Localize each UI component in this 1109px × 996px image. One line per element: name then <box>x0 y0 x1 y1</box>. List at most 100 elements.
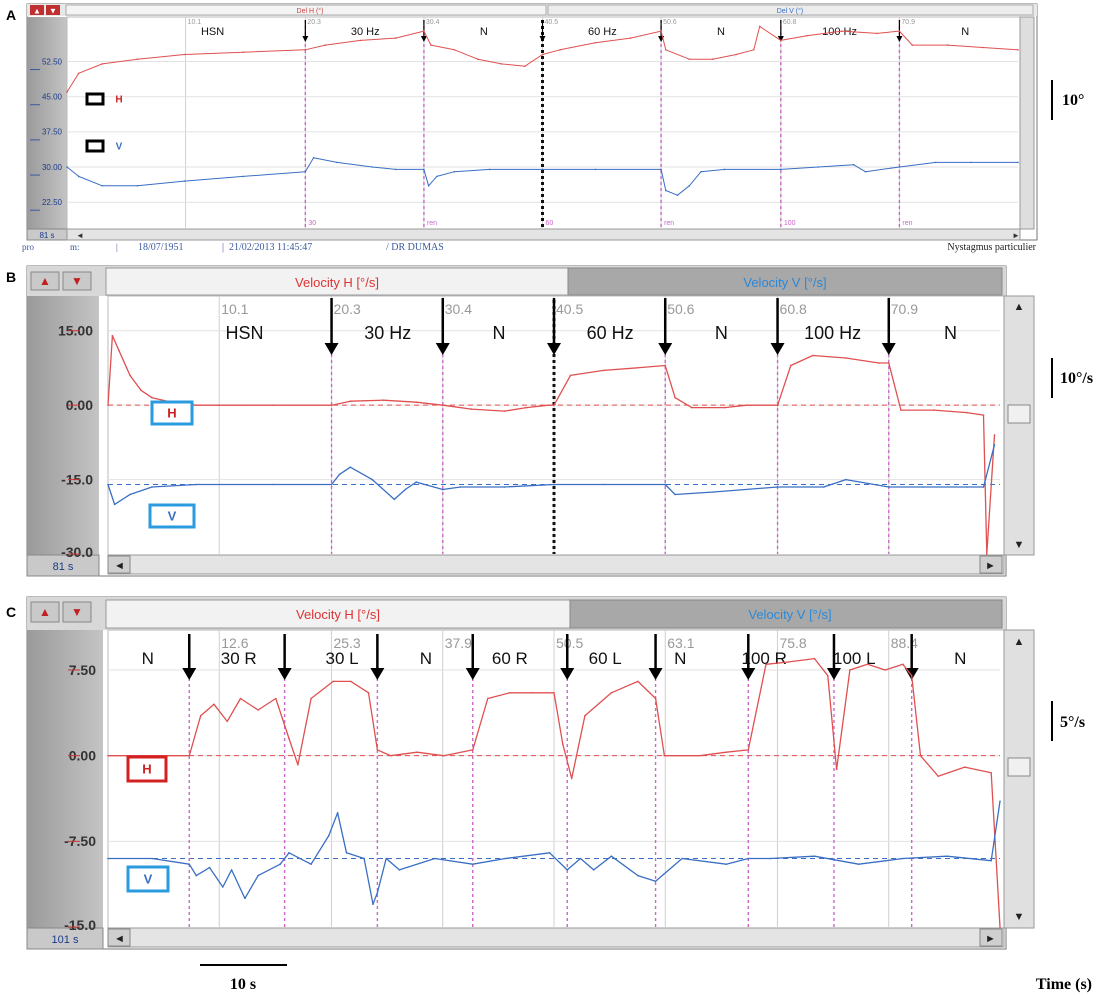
panel-b-plot: 15.000.00-15.0-30.010.1 20.3 30.4 40.5 50.6 6… <box>58 296 1000 560</box>
series-v-point <box>371 478 374 481</box>
scroll-right-icon: ► <box>985 933 996 945</box>
series-h-point <box>129 374 131 377</box>
series-v-point <box>195 874 198 877</box>
segment-label: 100 Hz <box>822 26 857 38</box>
panel-b: B ▲ ▼ Velocity H [°/s] Velocity V [°/s] … <box>6 265 1093 577</box>
series-h-point <box>982 414 985 416</box>
series-h-point <box>725 751 727 753</box>
panel-a-vertical-scrollbar[interactable] <box>1019 16 1035 230</box>
series-h-point <box>350 680 352 683</box>
series-h-point <box>257 709 259 711</box>
panel-c-tab-h[interactable] <box>105 599 571 629</box>
y-tick-label: 37.50 <box>42 128 63 137</box>
x-tick-label: 20.3 <box>307 19 321 26</box>
panel-c-scroll-left-button[interactable] <box>107 928 131 947</box>
series-h-point <box>569 374 572 377</box>
y-tick-label: 7.50 <box>69 662 96 678</box>
footer-exam-date: 21/02/2013 11:45:47 <box>229 242 312 253</box>
series-v-point <box>503 486 506 488</box>
series-v-point <box>398 869 401 871</box>
series-h-point <box>416 751 418 753</box>
panel-a-horizontal-scrollbar[interactable] <box>66 228 1021 241</box>
series-h-point <box>140 389 142 392</box>
panel-b-scroll-right-button[interactable] <box>979 555 1003 574</box>
y-tick-label: -15.0 <box>64 917 96 933</box>
series-v-point <box>747 857 750 860</box>
up-arrow-icon: ▲ <box>33 7 41 16</box>
series-v-point <box>845 478 847 481</box>
series-h-point <box>525 406 528 409</box>
down-arrow-icon <box>370 668 385 680</box>
stimulus-marker-label: 60 <box>546 220 554 227</box>
series-v-point <box>230 869 233 871</box>
panel-c-scroll-up-button[interactable] <box>30 601 60 623</box>
down-arrow-icon <box>277 668 292 680</box>
panel-a-scroll-up-button[interactable] <box>30 5 44 15</box>
panel-a-tab-v[interactable] <box>547 4 1034 16</box>
panel-b-scroll-up-button[interactable] <box>30 271 60 291</box>
scroll-down-icon: ▼ <box>1014 911 1025 923</box>
series-v-point <box>993 444 996 446</box>
panel-c-corner-label: 101 s <box>52 934 79 946</box>
series-v-point <box>288 852 290 854</box>
panel-c: C ▲ ▼ Velocity H [°/s] Velocity V [°/s] … <box>6 596 1085 950</box>
series-h-point <box>664 364 666 367</box>
panel-b-horizontal-scrollbar[interactable] <box>107 554 1005 575</box>
series-v-point <box>946 855 948 857</box>
panel-a-tab-h[interactable] <box>65 4 547 16</box>
series-h-point <box>509 692 511 694</box>
panel-b-scroll-left-button[interactable] <box>107 555 131 574</box>
legend-label-h: H <box>142 762 151 777</box>
series-v-point <box>77 175 80 178</box>
x-tick-label: 70.9 <box>901 19 915 26</box>
series-v-point <box>813 855 816 857</box>
panel-c-vertical-scrollbar[interactable] <box>1003 629 1035 929</box>
series-h-point <box>911 44 914 46</box>
series-h-point <box>723 406 726 409</box>
series-v-point <box>602 483 605 486</box>
series-h-point <box>876 32 878 35</box>
panel-c-horizontal-scrollbar[interactable] <box>107 927 1005 948</box>
panel-a-y-gutter <box>27 17 67 229</box>
series-h-point <box>226 720 228 723</box>
panel-c-scroll-right-button[interactable] <box>979 928 1003 947</box>
series-h-point <box>188 754 191 757</box>
series-v-point <box>637 874 639 877</box>
series-h-point <box>77 72 80 75</box>
series-h-point <box>805 35 808 37</box>
panel-a-scroll-down-button[interactable] <box>46 5 60 15</box>
panel-b-header-right: Velocity V [°/s] <box>743 275 826 290</box>
series-h-point <box>990 772 992 774</box>
down-arrow-icon <box>547 343 561 355</box>
series-v-point <box>328 834 330 837</box>
series-h-point <box>562 743 564 745</box>
legend-box-h <box>126 755 168 783</box>
series-h-point <box>288 737 290 740</box>
series-v-point <box>415 481 418 483</box>
series-h-point <box>812 354 814 357</box>
series-h-point <box>442 754 445 757</box>
panel-a-scale-label: 10° <box>1062 92 1084 109</box>
panel-c-tab-v[interactable] <box>569 599 1003 629</box>
series-v-point <box>242 175 244 178</box>
down-arrow-icon <box>881 343 896 355</box>
scroll-down-icon: ▼ <box>1014 539 1025 551</box>
series-h-point <box>330 404 333 407</box>
series-v-point <box>404 488 407 491</box>
down-arrow-icon <box>741 668 756 680</box>
panel-b-scroll-thumb[interactable] <box>1007 404 1031 424</box>
panel-c-scroll-down-button[interactable] <box>62 601 92 623</box>
series-v-point <box>725 863 727 865</box>
series-v-point <box>427 185 430 187</box>
series-h-point <box>453 49 456 51</box>
panel-b-vertical-scrollbar[interactable] <box>1003 295 1035 556</box>
panel-b-tab-h[interactable] <box>105 267 569 296</box>
panel-b-tab-v[interactable] <box>567 267 1003 296</box>
panel-c-scroll-thumb[interactable] <box>1007 757 1031 777</box>
stimulus-marker-label: ren <box>902 220 912 227</box>
panel-b-scroll-down-button[interactable] <box>62 271 92 291</box>
series-h-point <box>665 49 667 51</box>
series-v-point <box>654 880 657 883</box>
panel-b-corner-box <box>26 554 100 577</box>
series-h-point <box>66 91 68 93</box>
